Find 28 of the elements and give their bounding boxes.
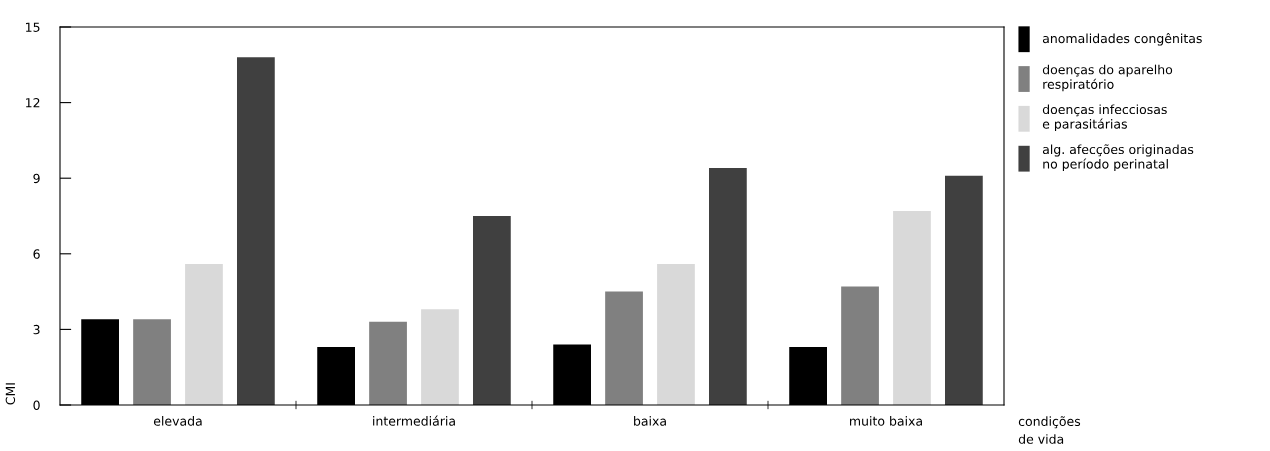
y-tick-label: 15: [26, 22, 40, 32]
x-axis-title: condições de vida: [1018, 416, 1081, 444]
legend-label: alg. afecções originadas no período perinatal: [1042, 144, 1194, 172]
bar: [133, 319, 171, 405]
bar: [945, 175, 983, 405]
bar: [421, 309, 459, 405]
x-tick-label: baixa: [634, 416, 666, 426]
legend-label: doenças infecciosas e parasitárias: [1042, 104, 1167, 132]
bar: [185, 263, 223, 405]
bar: [369, 321, 407, 405]
x-tick-label: muito baixa: [850, 416, 922, 426]
x-tick-label: elevada: [153, 416, 202, 426]
y-tick-label: 3: [33, 324, 40, 335]
bar: [709, 168, 747, 405]
legend-label: anomalidades congênitas: [1042, 32, 1202, 46]
bar: [237, 57, 275, 405]
y-tick-label: 0: [33, 400, 40, 410]
bar: [657, 263, 695, 405]
bar: [473, 216, 511, 405]
bar: [893, 210, 931, 405]
x-tick-label: intermediária: [373, 415, 455, 426]
y-tick-label: 12: [26, 98, 40, 108]
legend-label: doenças do aparelho respiratório: [1042, 64, 1173, 92]
y-axis-title: CMI: [5, 383, 16, 405]
y-tick-label: 9: [33, 173, 40, 184]
bar: [605, 291, 643, 405]
y-tick-label: 6: [33, 249, 40, 259]
bar: [841, 286, 879, 405]
